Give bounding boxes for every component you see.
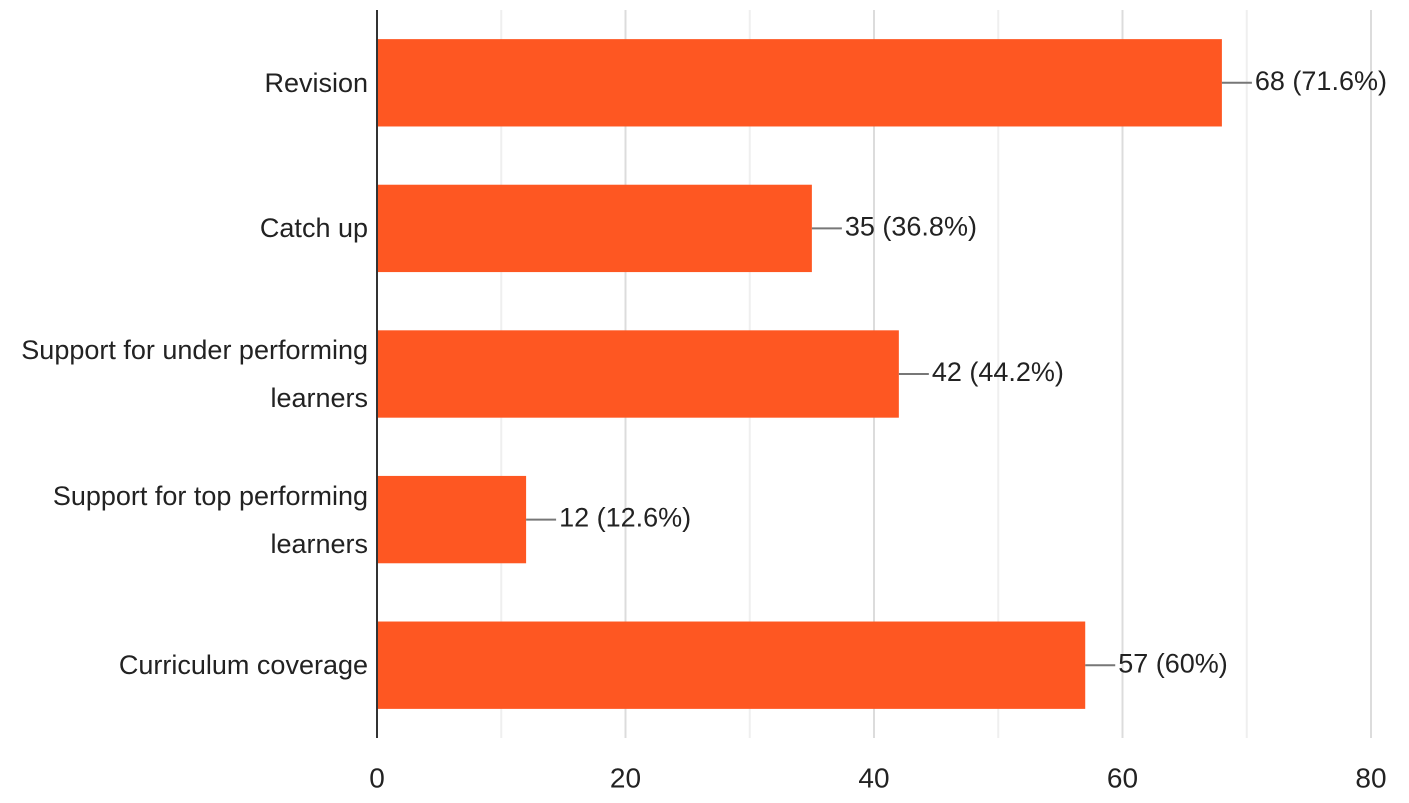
y-tick-label: Support for top performing learners <box>52 480 368 559</box>
bar <box>377 330 899 418</box>
value-label: 68 (71.6%) <box>1255 66 1387 96</box>
x-tick-label: 0 <box>369 762 385 793</box>
value-label: 42 (44.2%) <box>932 357 1064 387</box>
y-tick-label: Catch up <box>259 213 368 244</box>
bar <box>377 475 527 564</box>
y-tick-label: Support for under performing learners <box>21 335 368 413</box>
value-label: 35 (36.8%) <box>845 212 977 242</box>
value-label: 12 (12.6%) <box>559 503 691 533</box>
y-tick-label: Curriculum coverage <box>118 650 368 681</box>
bar <box>377 184 812 273</box>
x-tick-label: 80 <box>1355 762 1386 793</box>
x-tick-label: 40 <box>858 762 889 793</box>
y-tick-label: Revision <box>264 67 368 98</box>
bar <box>377 39 1222 127</box>
value-label: 57 (60%) <box>1118 648 1228 678</box>
x-tick-label: 20 <box>610 762 641 793</box>
x-tick-label: 60 <box>1107 762 1138 793</box>
bar <box>377 621 1086 709</box>
